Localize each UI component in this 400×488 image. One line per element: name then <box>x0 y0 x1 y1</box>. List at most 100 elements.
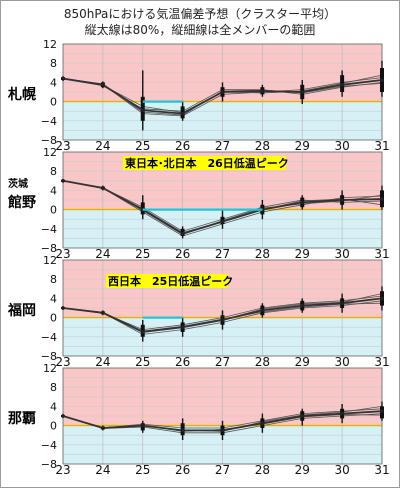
x-tick-label: 25 <box>135 247 150 261</box>
x-tick-label: 31 <box>374 463 389 477</box>
x-tick-label: 29 <box>295 463 310 477</box>
x-tick-label: 24 <box>95 247 110 261</box>
y-tick-label: −4 <box>41 439 57 452</box>
mean-marker <box>300 303 305 308</box>
y-tick-label: −8 <box>41 350 57 363</box>
y-tick-label: 4 <box>50 292 57 305</box>
mean-marker <box>300 414 305 418</box>
annotation-bg <box>106 274 229 288</box>
x-tick-label: 25 <box>135 355 150 369</box>
station-name: 福岡 <box>7 302 36 319</box>
chart-subtitle: 縦太線は80%，縦細線は全メンバーの範囲 <box>84 23 316 37</box>
mean-marker <box>380 78 384 82</box>
mean-marker <box>180 231 185 236</box>
station-name: 札幌 <box>7 86 36 103</box>
y-tick-label: −8 <box>41 242 57 255</box>
mean-marker <box>61 76 65 81</box>
mean-marker <box>180 325 185 330</box>
mean-marker <box>140 108 145 113</box>
x-tick-label: 31 <box>374 139 389 153</box>
mean-marker <box>101 186 105 190</box>
x-tick-label: 23 <box>55 355 70 369</box>
x-tick-label: 30 <box>334 463 349 477</box>
annotation-bg <box>123 156 287 170</box>
mean-marker <box>260 308 265 313</box>
y-tick-label: 0 <box>50 312 57 325</box>
mean-marker <box>220 318 225 322</box>
mean-marker <box>180 111 185 116</box>
x-tick-label: 24 <box>95 355 110 369</box>
y-tick-label: 12 <box>43 362 57 375</box>
mean-marker <box>340 411 344 416</box>
mean-marker <box>300 90 305 94</box>
y-tick-label: 4 <box>50 400 57 413</box>
station-sublabel: 茨城 <box>8 177 28 190</box>
mean-marker <box>61 306 65 310</box>
mean-marker <box>380 409 384 414</box>
y-tick-label: −8 <box>41 134 57 147</box>
panel-3: 12 8 4 0 −4 −8 那覇 23 24 25 26 27 28 29 30 31 <box>8 362 390 477</box>
mean-marker <box>61 414 65 418</box>
x-tick-label: 31 <box>374 247 389 261</box>
chart-title: 850hPaにおける気温偏差予想（クラスター平均） <box>63 7 337 21</box>
annotation-text: 東日本･北日本 26日低温ピーク <box>125 156 289 170</box>
x-tick-label: 26 <box>175 139 190 153</box>
x-tick-label: 29 <box>295 355 310 369</box>
y-tick-label: 12 <box>43 254 57 267</box>
y-tick-label: 0 <box>50 96 57 109</box>
y-tick-label: −4 <box>41 115 57 128</box>
x-tick-label: 28 <box>255 355 270 369</box>
y-tick-label: 12 <box>43 38 57 51</box>
y-tick-label: 0 <box>50 420 57 433</box>
panel-0: 12 8 4 0 −4 −8 札幌 23 24 25 26 27 28 29 30 31 <box>7 38 390 153</box>
y-tick-label: 4 <box>50 184 57 197</box>
x-tick-label: 29 <box>295 139 310 153</box>
y-tick-label: −8 <box>41 458 57 471</box>
x-tick-label: 23 <box>55 247 70 261</box>
mean-marker <box>101 83 105 87</box>
y-tick-label: −4 <box>41 331 57 344</box>
x-tick-label: 30 <box>334 139 349 153</box>
x-tick-label: 28 <box>255 247 270 261</box>
mean-marker <box>260 421 265 426</box>
x-tick-label: 26 <box>175 355 190 369</box>
mean-marker <box>260 89 265 93</box>
mean-marker <box>180 428 185 433</box>
y-tick-label: 8 <box>50 381 57 394</box>
x-tick-label: 27 <box>215 139 230 153</box>
y-tick-label: 12 <box>43 146 57 159</box>
station-name: 館野 <box>7 194 36 211</box>
x-tick-label: 26 <box>175 247 190 261</box>
x-tick-label: 27 <box>215 247 230 261</box>
y-tick-label: 8 <box>50 165 57 178</box>
x-tick-label: 27 <box>215 355 230 369</box>
mean-marker <box>340 83 344 87</box>
mean-marker <box>101 426 105 430</box>
mean-marker <box>380 296 384 301</box>
mean-marker <box>61 179 65 183</box>
x-tick-label: 30 <box>334 247 349 261</box>
x-tick-label: 24 <box>95 139 110 153</box>
x-tick-label: 25 <box>135 463 150 477</box>
x-tick-label: 24 <box>95 463 110 477</box>
y-tick-label: 8 <box>50 273 57 286</box>
mean-marker <box>140 330 145 334</box>
x-tick-label: 28 <box>255 463 270 477</box>
mean-marker <box>380 197 384 201</box>
x-tick-label: 23 <box>55 463 70 477</box>
x-tick-label: 26 <box>175 463 190 477</box>
x-tick-label: 31 <box>374 355 389 369</box>
mean-marker <box>220 428 225 433</box>
x-tick-label: 29 <box>295 247 310 261</box>
mean-marker <box>220 90 225 94</box>
mean-marker <box>340 301 344 306</box>
x-tick-label: 27 <box>215 463 230 477</box>
x-tick-label: 23 <box>55 139 70 153</box>
y-tick-label: −4 <box>41 223 57 236</box>
station-name: 那覇 <box>8 410 36 427</box>
mean-marker <box>340 198 344 202</box>
x-tick-label: 28 <box>255 139 270 153</box>
